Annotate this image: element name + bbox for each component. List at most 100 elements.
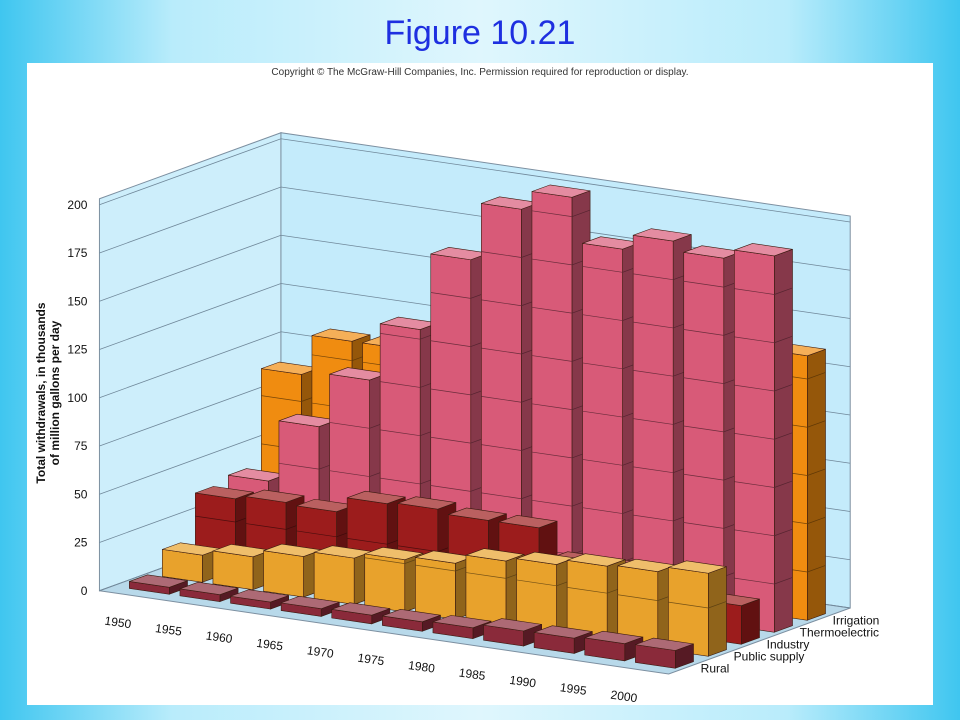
bar-segment-line — [683, 329, 724, 336]
bar-segment-line — [380, 381, 421, 388]
bar-segment-line — [481, 299, 522, 307]
bar-segment-line — [430, 436, 471, 444]
y-axis-label: Total withdrawals, in thousands of millio… — [34, 302, 62, 483]
bar-segment-line — [582, 362, 623, 370]
bar-segment-line — [734, 577, 775, 585]
series-label: Irrigation — [833, 614, 880, 628]
bar-segment-line — [774, 432, 793, 440]
bar-segment-line — [774, 335, 793, 344]
bar-top-face — [179, 581, 239, 596]
bar-rural-1970 — [331, 602, 391, 625]
bar-segment-line — [481, 492, 522, 500]
bar-segment-line — [531, 210, 572, 217]
bar-segment-line — [296, 530, 337, 538]
x-tick-label: 1960 — [205, 628, 234, 646]
y-tick-label: 150 — [67, 294, 87, 308]
bar-top-face — [668, 560, 727, 574]
bar-rural-1965 — [280, 595, 340, 617]
bar-top-face — [331, 602, 391, 616]
bar-segment-line — [807, 565, 826, 573]
bar-segment-line — [633, 514, 674, 522]
y-tick-label: 175 — [67, 246, 87, 260]
bar-segment-line — [465, 572, 506, 579]
x-tick-label: 1990 — [509, 673, 538, 691]
bar-segment-line — [668, 601, 709, 609]
x-tick-label: 1955 — [154, 621, 183, 639]
bar-segment-line — [633, 273, 674, 281]
x-axis-ticks: 1950 1955 1960 1965 1970 1975 1980 1985 1990 1995… — [104, 614, 639, 706]
bar-rural-1990 — [533, 625, 593, 654]
bar-top-face — [498, 515, 558, 529]
bar-rural-1980 — [432, 615, 492, 640]
x-tick-label: 1995 — [559, 680, 588, 698]
bar-public-supply-1960 — [263, 543, 322, 598]
gridline — [99, 138, 851, 223]
bar-top-face — [397, 496, 457, 510]
bar-segment-line — [430, 340, 471, 347]
series-label: Public supply — [734, 650, 805, 664]
bar-top-face — [364, 546, 424, 561]
y-tick-label: 100 — [67, 391, 87, 405]
bar-segment-line — [329, 422, 370, 429]
bar-segment-line — [807, 420, 826, 428]
bar-segment-line — [734, 384, 775, 392]
bar-segment-line — [617, 594, 658, 601]
bar-public-supply-1965 — [313, 545, 373, 605]
bar-segment-line — [683, 280, 724, 288]
figure-panel: Copyright © The McGraw-Hill Companies, I… — [27, 63, 933, 705]
y-tick-label: 125 — [67, 343, 87, 357]
bar-front-face — [313, 551, 355, 605]
bar-public-supply-1975 — [415, 550, 474, 620]
bar-segment-line — [415, 564, 456, 572]
bar-segment-line — [734, 336, 775, 344]
bar-front-face — [465, 554, 507, 627]
bar-segment-line — [278, 462, 319, 470]
series-label: Rural — [701, 662, 730, 676]
bar-top-face — [281, 595, 340, 610]
bar-segment-line — [774, 528, 793, 537]
x-tick-label: 1980 — [407, 658, 436, 676]
bar-front-face — [263, 550, 304, 598]
bar-segment-line — [633, 418, 674, 425]
y-tick-label: 0 — [81, 584, 88, 598]
copyright-notice: Copyright © The McGraw-Hill Companies, I… — [271, 67, 689, 78]
y-axis-label-line: of million gallons per day — [48, 320, 62, 465]
bar-side-face — [741, 598, 760, 645]
bar-segment-line — [774, 480, 793, 488]
bar-segment-line — [734, 529, 775, 537]
bar-segment-line — [531, 499, 572, 507]
bar-segment-line — [397, 545, 438, 552]
bar-segment-line — [516, 579, 557, 587]
x-tick-label: 1965 — [256, 636, 285, 654]
bar-segment-line — [774, 287, 793, 295]
x-tick-label: 2000 — [610, 688, 639, 705]
bar-segment-line — [734, 433, 775, 440]
bar-public-supply-1950 — [162, 542, 221, 583]
bar-rural-1950 — [129, 574, 188, 595]
bar-segment-line — [708, 601, 727, 609]
bar-segment-line — [347, 537, 388, 545]
bar-segment-line — [261, 395, 302, 402]
bar-top-face — [129, 574, 188, 588]
bar-side-face — [708, 566, 727, 657]
bar-top-face — [465, 548, 525, 562]
bar-segment-line — [807, 516, 826, 525]
chart-bars — [129, 184, 826, 669]
bar-public-supply-2000 — [668, 560, 727, 657]
bar-segment-line — [633, 466, 674, 474]
bar-rural-2000 — [635, 637, 694, 669]
bar-side-face — [807, 348, 826, 621]
bar-segment-line — [582, 266, 623, 273]
bar-public-supply-1980 — [465, 548, 525, 628]
bar-top-face — [483, 618, 542, 632]
bar-front-face — [734, 249, 775, 633]
bar-segment-line — [329, 470, 370, 477]
bar-segment-line — [683, 425, 724, 433]
bar-thermoelectric-1985 — [582, 236, 641, 611]
x-tick-label: 1975 — [357, 651, 386, 669]
bar-top-face — [633, 228, 692, 242]
bar-top-face — [230, 589, 289, 603]
bar-top-face — [584, 630, 644, 644]
y-axis-ticks: 0 25 50 75 100 125 150 175 200 — [67, 198, 87, 598]
